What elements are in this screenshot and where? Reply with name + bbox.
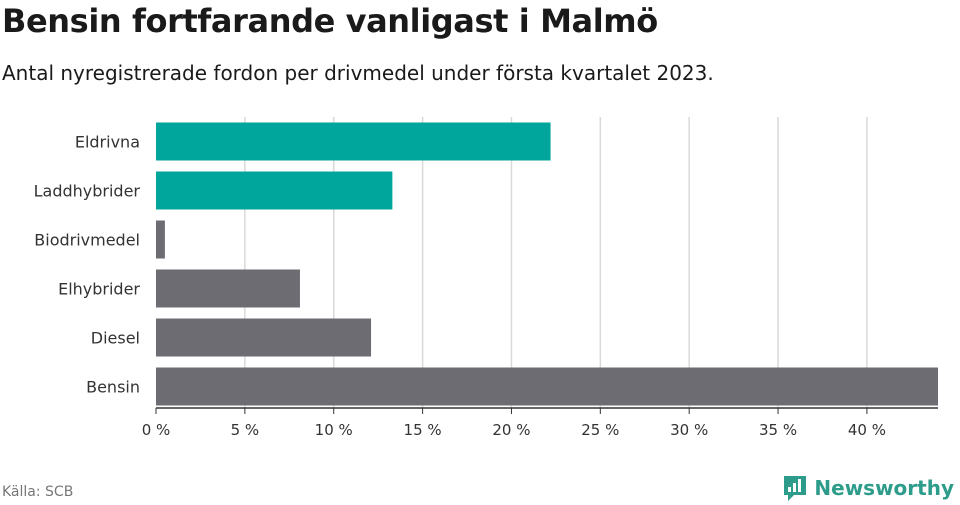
x-tick-label: 25 % [581, 421, 619, 439]
x-tick-label: 40 % [848, 421, 886, 439]
x-tick-label: 5 % [231, 421, 260, 439]
bar-biodrivmedel [156, 220, 165, 259]
category-label: Elhybrider [58, 280, 140, 299]
bar-chart: 0 % 5 % 10 % 15 % 20 % 25 % 30 % 35 % 40 % Eldriv… [34, 117, 938, 439]
brand-name: Newsworthy [814, 476, 954, 500]
category-label: Laddhybrider [34, 182, 141, 201]
category-label: Diesel [91, 329, 140, 348]
x-tick-label: 35 % [759, 421, 797, 439]
bar-bensin [156, 367, 938, 406]
x-tick-label: 20 % [492, 421, 530, 439]
bar-diesel [156, 318, 372, 357]
category-label: Eldrivna [75, 133, 140, 152]
category-label: Bensin [86, 378, 140, 397]
x-tick-label: 15 % [404, 421, 442, 439]
category-label: Biodrivmedel [34, 231, 140, 250]
bar-laddhybrider [156, 171, 393, 210]
source-note: Källa: SCB [2, 484, 74, 500]
x-tick-label: 0 % [142, 421, 171, 439]
chart-title: Bensin fortfarande vanligast i Malmö [2, 2, 658, 40]
brand-logo: Newsworthy [782, 474, 954, 502]
bar-eldrivna [156, 122, 551, 161]
chart-subtitle: Antal nyregistrerade fordon per drivmede… [2, 61, 714, 85]
newsworthy-logo-icon [784, 476, 807, 501]
x-tick-label: 10 % [315, 421, 353, 439]
x-tick-label: 30 % [670, 421, 708, 439]
bar-elhybrider [156, 269, 300, 308]
